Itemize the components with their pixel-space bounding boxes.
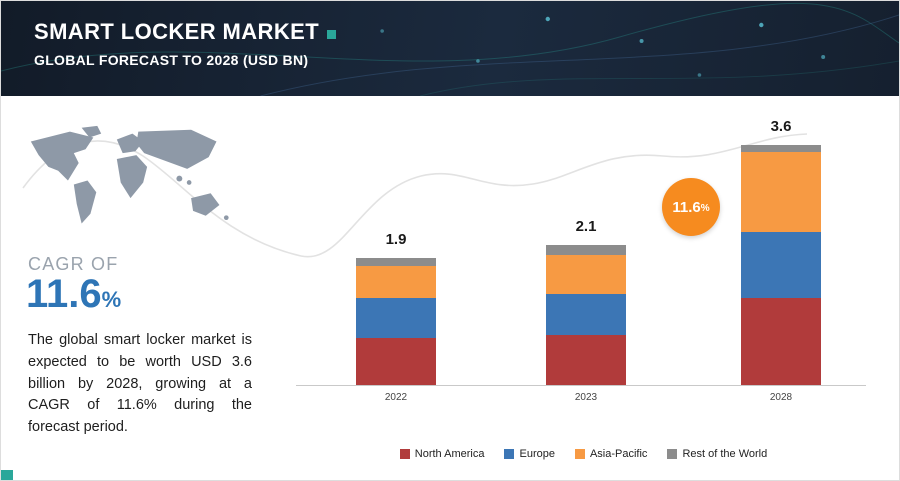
- cagr-label: CAGR OF: [28, 254, 119, 274]
- market-description: The global smart locker market is expect…: [28, 332, 252, 435]
- legend-label: North America: [414, 448, 485, 460]
- bar-segment-north-america: [546, 335, 626, 385]
- bar-segment-rest-of-the-world: [546, 245, 626, 255]
- content-area: CAGR OF 11.6% The global smart locker ma…: [1, 96, 899, 480]
- bar-segment-north-america: [356, 338, 436, 385]
- page-subtitle: GLOBAL FORECAST TO 2028 (USD BN): [34, 52, 309, 68]
- page-title-text: SMART LOCKER MARKET: [34, 19, 320, 44]
- header-banner: SMART LOCKER MARKET GLOBAL FORECAST TO 2…: [1, 1, 899, 96]
- legend: North America Europe Asia-Pacific Rest of t…: [266, 448, 899, 460]
- x-axis-label: 2022: [384, 392, 408, 403]
- bar-segment-europe: [356, 298, 436, 339]
- plot-area: 1.9 2022 2.1 2023 3.6 2028: [296, 118, 866, 403]
- network-pattern-decoration: [1, 2, 899, 96]
- x-axis-label: 2023: [574, 392, 598, 403]
- chart-area: 1.9 2022 2.1 2023 3.6 2028 11.6% North Americ…: [266, 96, 899, 480]
- world-map: [30, 125, 229, 224]
- badge-value: 11.6: [672, 198, 701, 216]
- cagr-number: 11.6: [26, 272, 102, 316]
- legend-label: Europe: [519, 448, 555, 460]
- bar-total-label: 3.6: [770, 118, 792, 135]
- bar-total-label: 1.9: [385, 231, 407, 249]
- legend-swatch: [574, 449, 585, 459]
- legend-swatch: [667, 449, 678, 459]
- cagr-percent-sign: %: [101, 287, 122, 312]
- legend-item: Asia-Pacific: [574, 448, 648, 460]
- legend-swatch: [399, 449, 410, 459]
- cagr-value: 11.6%: [26, 274, 121, 314]
- teal-accent-square: [327, 30, 337, 39]
- bar-segment-rest-of-the-world: [741, 145, 821, 152]
- bar-segment-north-america: [741, 298, 821, 385]
- x-axis-label: 2028: [769, 392, 793, 403]
- bar-segment-asia-pacific: [356, 266, 436, 299]
- header-text: SMART LOCKER MARKET GLOBAL FORECAST TO 2…: [34, 19, 337, 68]
- bar-segment-europe: [741, 231, 821, 299]
- page-title: SMART LOCKER MARKET: [34, 19, 337, 44]
- bar-segment-asia-pacific: [546, 255, 626, 294]
- corner-accent-square: [1, 470, 13, 480]
- badge-percent-sign: %: [700, 202, 710, 214]
- legend-label: Rest of the World: [682, 448, 768, 460]
- legend-item: North America: [399, 448, 485, 460]
- bar-total-label: 2.1: [575, 218, 597, 235]
- bar-segment-asia-pacific: [741, 151, 821, 232]
- legend-label: Asia-Pacific: [589, 448, 648, 460]
- growth-rate-badge: 11.6%: [662, 178, 720, 236]
- legend-swatch: [504, 449, 515, 459]
- legend-item: Rest of the World: [667, 448, 767, 460]
- legend-item: Europe: [504, 448, 555, 460]
- bar-segment-rest-of-the-world: [356, 258, 436, 267]
- sidebar: CAGR OF 11.6% The global smart locker ma…: [1, 96, 266, 480]
- bar-segment-europe: [546, 293, 626, 335]
